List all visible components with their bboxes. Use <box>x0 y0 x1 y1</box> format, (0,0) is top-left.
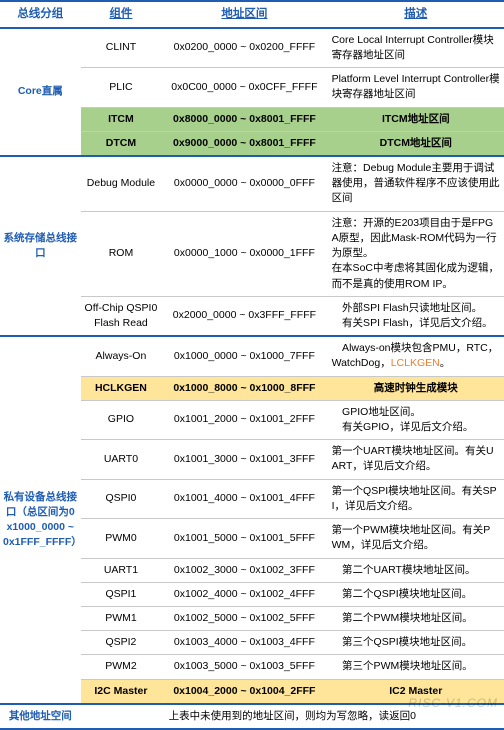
comp-cell: QSPI2 <box>81 631 162 655</box>
addr-cell: 0x9000_0000 ~ 0x8001_FFFF <box>161 131 327 156</box>
desc-cell: 注意：Debug Module主要用于调试器使用，普通软件程序不应该使用此区间 <box>328 156 504 211</box>
comp-cell: DTCM <box>81 131 162 156</box>
group-label: 系统存储总线接口 <box>0 156 81 336</box>
desc-cell: 上表中未使用到的地址区间，则均为写忽略，读返回0 <box>81 704 504 729</box>
desc-cell: 外部SPI Flash只读地址区间。 有关SPI Flash，详见后文介绍。 <box>328 296 504 336</box>
desc-cell: 第二个PWM模块地址区间。 <box>328 607 504 631</box>
desc-orange: LCLKGEN <box>391 357 440 369</box>
hdr-group: 总线分组 <box>0 1 81 28</box>
group-label: 其他地址空间 <box>0 704 81 729</box>
addr-cell: 0x1001_3000 ~ 0x1001_3FFF <box>161 440 327 479</box>
desc-cell: ITCM地址区间 <box>328 107 504 131</box>
desc-cell: Platform Level Interrupt Controller模块寄存器… <box>328 68 504 107</box>
hdr-comp: 组件 <box>81 1 162 28</box>
addr-cell: 0x0C00_0000 ~ 0x0CFF_FFFF <box>161 68 327 107</box>
table-row: Core直属 CLINT 0x0200_0000 ~ 0x0200_FFFF C… <box>0 28 504 68</box>
comp-cell: QSPI0 <box>81 479 162 518</box>
comp-cell: UART0 <box>81 440 162 479</box>
addr-cell: 0x8000_0000 ~ 0x8001_FFFF <box>161 107 327 131</box>
comp-cell: ITCM <box>81 107 162 131</box>
hdr-desc: 描述 <box>328 1 504 28</box>
comp-cell: GPIO <box>81 400 162 439</box>
addr-cell: 0x1002_3000 ~ 0x1002_3FFF <box>161 558 327 582</box>
desc-cell: 第一个QSPI模块地址区间。有关SPI，详见后文介绍。 <box>328 479 504 518</box>
desc-cell: 第二个UART模块地址区间。 <box>328 558 504 582</box>
desc-cell: 高速时钟生成模块 <box>328 376 504 400</box>
addr-cell: 0x2000_0000 ~ 0x3FFF_FFFF <box>161 296 327 336</box>
addr-cell: 0x1001_4000 ~ 0x1001_4FFF <box>161 479 327 518</box>
addr-cell: 0x1000_8000 ~ 0x1000_8FFF <box>161 376 327 400</box>
addr-cell: 0x1001_2000 ~ 0x1001_2FFF <box>161 400 327 439</box>
comp-cell: Off-Chip QSPI0 Flash Read <box>81 296 162 336</box>
comp-cell: PWM0 <box>81 519 162 558</box>
desc-cell: GPIO地址区间。 有关GPIO，详见后文介绍。 <box>328 400 504 439</box>
comp-cell: PWM1 <box>81 607 162 631</box>
addr-cell: 0x0000_0000 ~ 0x0000_0FFF <box>161 156 327 211</box>
table-row: 私有设备总线接口（总区间为0x1000_0000 ~ 0x1FFF_FFFF） … <box>0 336 504 376</box>
addr-cell: 0x1003_4000 ~ 0x1003_4FFF <box>161 631 327 655</box>
group-label: 私有设备总线接口（总区间为0x1000_0000 ~ 0x1FFF_FFFF） <box>0 336 81 704</box>
header-row: 总线分组 组件 地址区间 描述 <box>0 1 504 28</box>
desc-cell: Always-on模块包含PMU，RTC，WatchDog，LCLKGEN。 <box>328 336 504 376</box>
memory-map-table: 总线分组 组件 地址区间 描述 Core直属 CLINT 0x0200_0000… <box>0 0 504 730</box>
desc-cell: 第三个QSPI模块地址区间。 <box>328 631 504 655</box>
desc-cell: 第一个UART模块地址区间。有关UART，详见后文介绍。 <box>328 440 504 479</box>
comp-cell: Debug Module <box>81 156 162 211</box>
comp-cell: QSPI1 <box>81 582 162 606</box>
desc-text: 。 <box>440 357 451 369</box>
desc-cell: 第一个PWM模块地址区间。有关PWM，详见后文介绍。 <box>328 519 504 558</box>
addr-cell: 0x1001_5000 ~ 0x1001_5FFF <box>161 519 327 558</box>
desc-cell: IC2 Master <box>328 679 504 704</box>
addr-cell: 0x1002_4000 ~ 0x1002_4FFF <box>161 582 327 606</box>
group-label: Core直属 <box>0 28 81 156</box>
hdr-addr: 地址区间 <box>161 1 327 28</box>
table-row: 系统存储总线接口 Debug Module 0x0000_0000 ~ 0x00… <box>0 156 504 211</box>
addr-cell: 0x1004_2000 ~ 0x1004_2FFF <box>161 679 327 704</box>
desc-cell: 第二个QSPI模块地址区间。 <box>328 582 504 606</box>
addr-cell: 0x1000_0000 ~ 0x1000_7FFF <box>161 336 327 376</box>
desc-cell: DTCM地址区间 <box>328 131 504 156</box>
comp-cell: I2C Master <box>81 679 162 704</box>
comp-cell: PLIC <box>81 68 162 107</box>
desc-cell: 第三个PWM模块地址区间。 <box>328 655 504 679</box>
comp-cell: CLINT <box>81 28 162 68</box>
comp-cell: Always-On <box>81 336 162 376</box>
comp-cell: PWM2 <box>81 655 162 679</box>
addr-cell: 0x0200_0000 ~ 0x0200_FFFF <box>161 28 327 68</box>
addr-cell: 0x0000_1000 ~ 0x0000_1FFF <box>161 211 327 296</box>
comp-cell: ROM <box>81 211 162 296</box>
addr-cell: 0x1003_5000 ~ 0x1003_5FFF <box>161 655 327 679</box>
addr-cell: 0x1002_5000 ~ 0x1002_5FFF <box>161 607 327 631</box>
table-row: 其他地址空间 上表中未使用到的地址区间，则均为写忽略，读返回0 <box>0 704 504 729</box>
comp-cell: HCLKGEN <box>81 376 162 400</box>
desc-cell: Core Local Interrupt Controller模块寄存器地址区间 <box>328 28 504 68</box>
comp-cell: UART1 <box>81 558 162 582</box>
desc-cell: 注意：开源的E203项目由于是FPGA原型，因此Mask-ROM代码为一行为原型… <box>328 211 504 296</box>
